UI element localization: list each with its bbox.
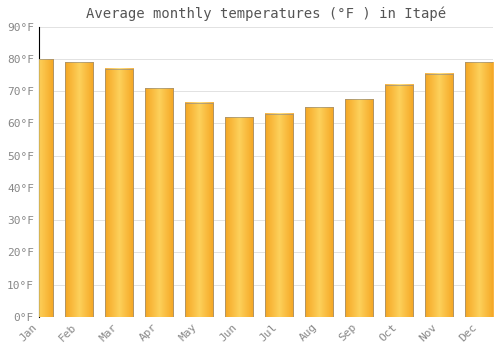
Bar (25, 59, 53, 317)
Bar (425, 74, 453, 317)
Bar (105, 69, 133, 317)
Bar (425, 74, 453, 317)
Bar (185, 103, 213, 317)
Bar (305, 107, 333, 317)
Bar (465, 62, 493, 317)
Title: Average monthly temperatures (°F ) in Itapé: Average monthly temperatures (°F ) in It… (86, 7, 446, 21)
Bar (385, 85, 413, 317)
Bar (265, 114, 293, 317)
Bar (465, 62, 493, 317)
Bar (145, 88, 173, 317)
Bar (25, 59, 53, 317)
Bar (225, 117, 253, 317)
Bar (145, 88, 173, 317)
Bar (345, 99, 373, 317)
Bar (305, 107, 333, 317)
Bar (385, 85, 413, 317)
Bar (185, 103, 213, 317)
Bar (105, 69, 133, 317)
Bar (265, 114, 293, 317)
Bar (345, 99, 373, 317)
Bar (65, 62, 93, 317)
Bar (65, 62, 93, 317)
Bar (225, 117, 253, 317)
